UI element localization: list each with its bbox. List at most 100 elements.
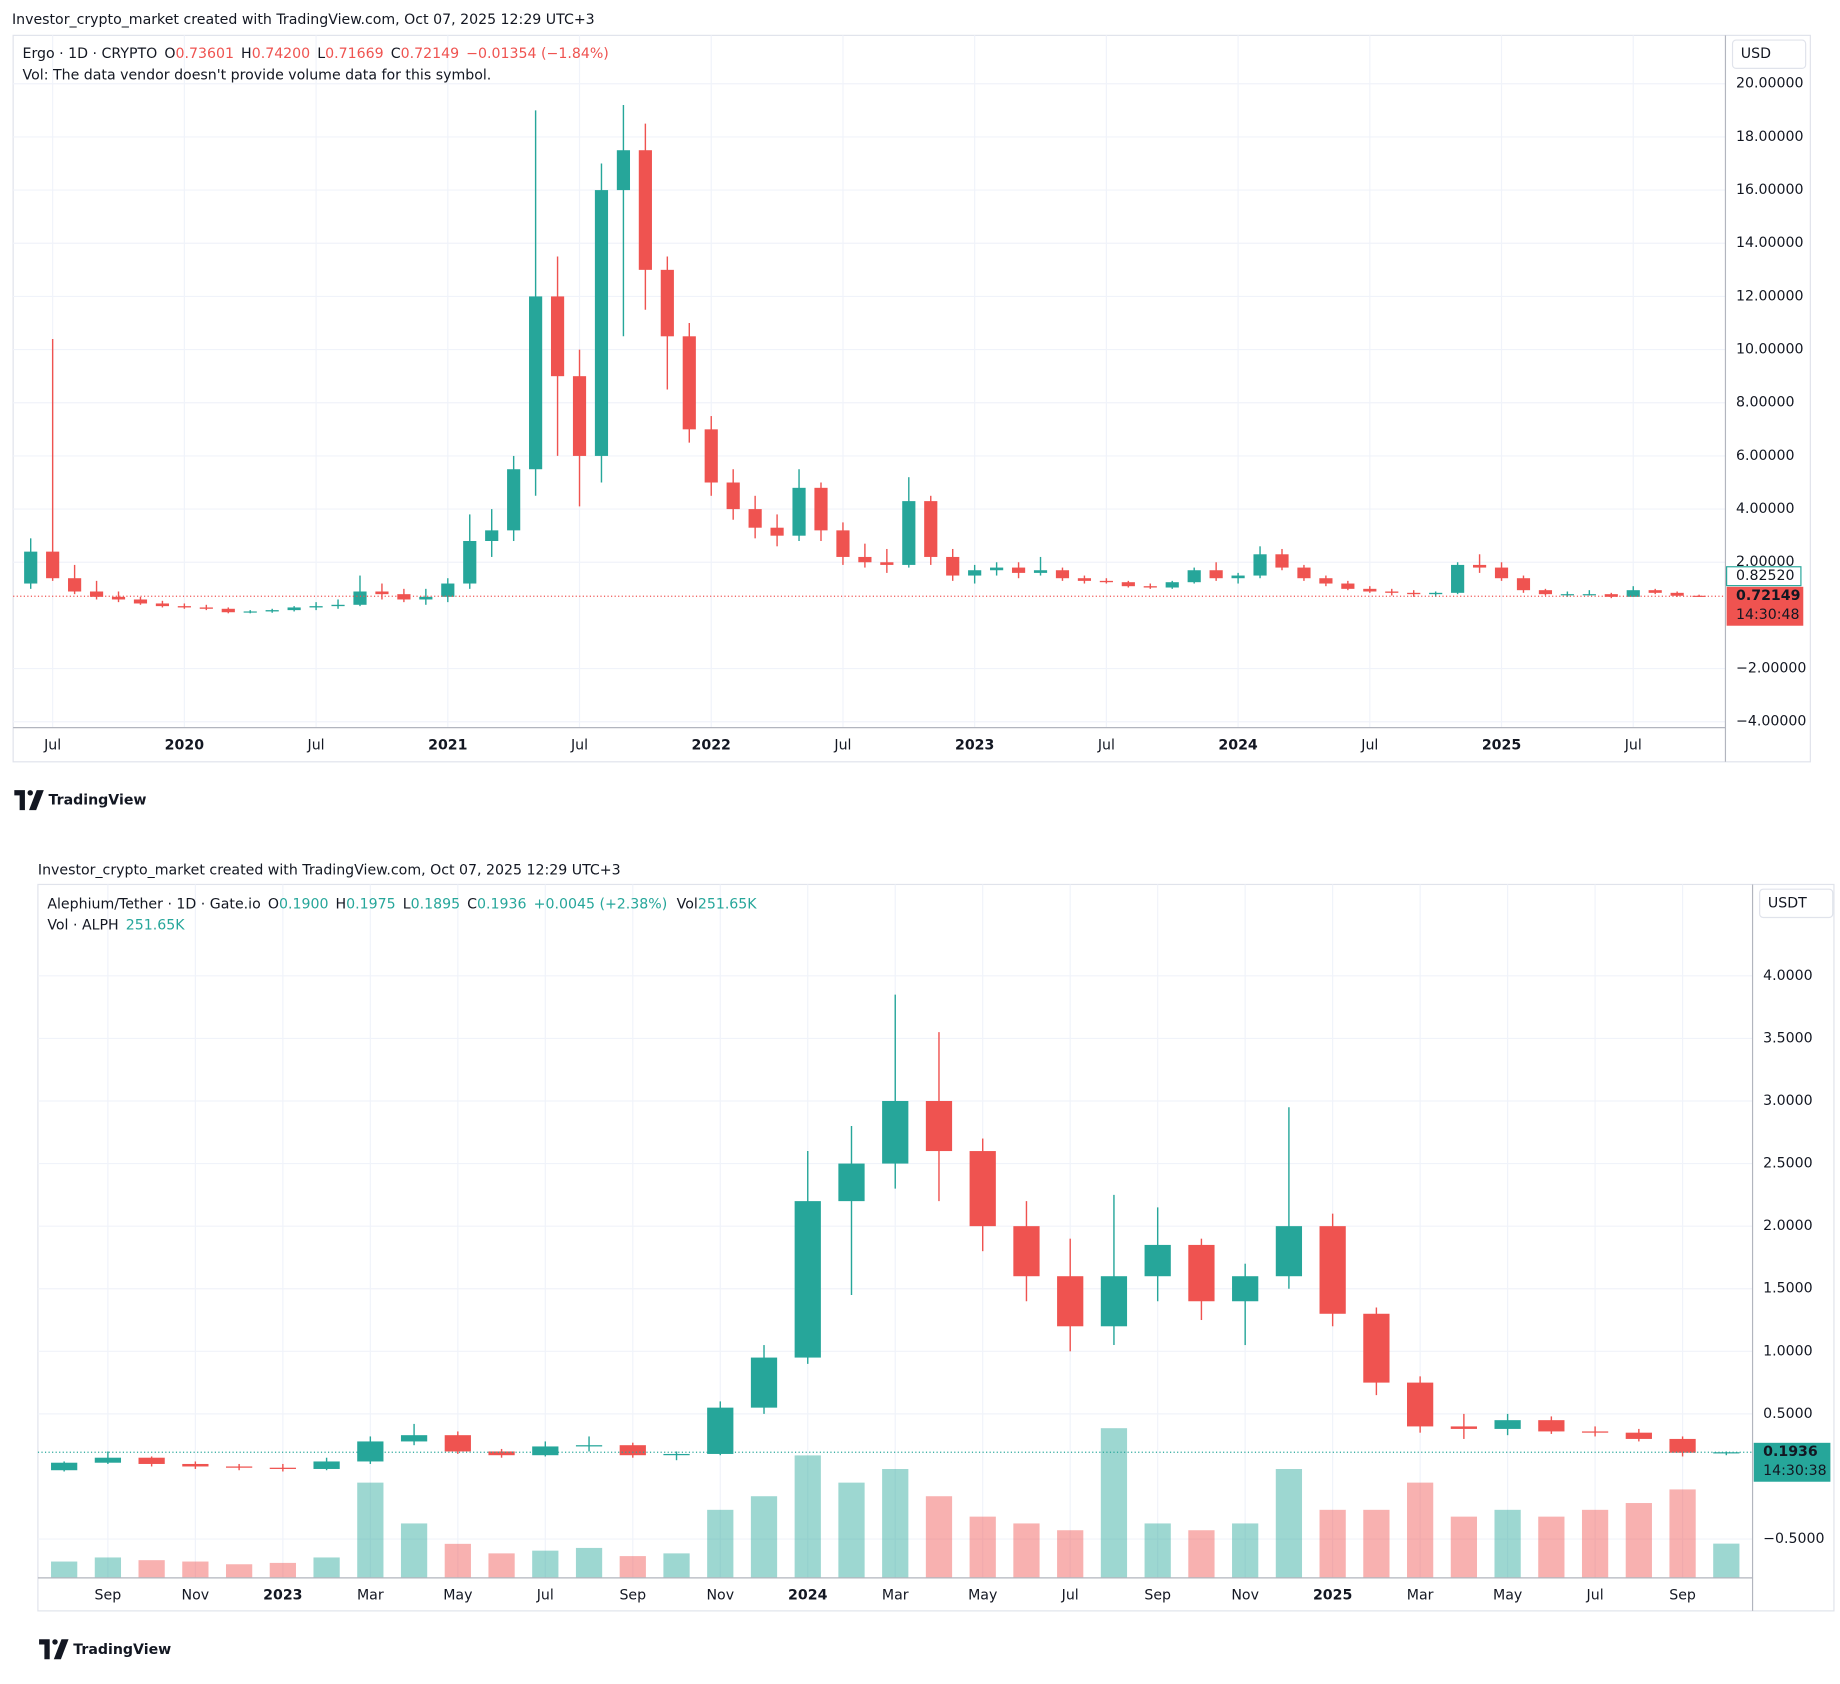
y-tick-label: 16.00000	[1736, 182, 1803, 198]
logo-dot	[27, 790, 33, 796]
candle-body	[243, 611, 257, 613]
volume-bar	[94, 1557, 122, 1578]
candle-body	[1275, 554, 1289, 568]
volume-bar	[838, 1482, 865, 1578]
x-tick-label: Jul	[43, 737, 61, 753]
candle-body	[94, 1457, 122, 1463]
x-tick-label: Mar	[882, 1588, 909, 1604]
last-price-box	[1726, 586, 1804, 626]
volume-bar	[1363, 1509, 1390, 1578]
x-tick-label: 2021	[428, 737, 467, 753]
candle-body	[419, 596, 433, 600]
candle-body	[1516, 578, 1531, 591]
last-price-label: 0.1936	[1763, 1444, 1818, 1460]
candle-body	[397, 594, 411, 600]
candle-body	[1013, 1226, 1040, 1277]
logo-text: TradingView	[49, 793, 147, 809]
volume-bar	[750, 1496, 778, 1578]
volume-bar	[1144, 1523, 1171, 1578]
quote-value: 0.71669	[325, 46, 383, 62]
candle-body	[858, 556, 872, 563]
x-tick-label: May	[443, 1588, 472, 1604]
y-tick-label: 3.5000	[1763, 1030, 1812, 1046]
legend: Alephium/Tether · 1D · Gate.io O0.1900 H0.…	[47, 897, 757, 913]
volume-bar	[269, 1562, 296, 1578]
volume-legend-label: Vol: The data vendor doesn't provide vol…	[23, 67, 492, 83]
quote-value: 0.1975	[346, 897, 395, 913]
candle-body	[1692, 595, 1706, 597]
candle-body	[946, 556, 960, 576]
x-tick-label: Jul	[570, 737, 588, 753]
x-tick-label: 2025	[1313, 1588, 1352, 1604]
x-tick-label: 2024	[1218, 737, 1258, 753]
y-tick-label: 10.00000	[1736, 342, 1803, 358]
quote-label: L	[403, 897, 411, 913]
candle-body	[682, 336, 696, 430]
candle-body	[1713, 1452, 1740, 1454]
quote-change: −0.01354 (−1.84%)	[466, 46, 609, 62]
volume-bar	[182, 1561, 209, 1578]
x-tick-label: Jul	[1360, 737, 1378, 753]
candle-body	[1472, 564, 1487, 568]
y-tick-label: 4.00000	[1736, 501, 1794, 517]
quote-label: C	[467, 897, 477, 913]
volume-bar	[1713, 1543, 1740, 1578]
x-tick-label: Jul	[833, 737, 851, 753]
candle-body	[265, 610, 279, 612]
candle-body	[532, 1446, 559, 1456]
chart-frame	[37, 883, 1835, 1612]
quote-volume-label: Vol	[677, 897, 698, 913]
candle-body	[133, 599, 148, 604]
volume-bar	[488, 1553, 515, 1578]
legend-symbol: Ergo · 1D · CRYPTO	[23, 46, 158, 62]
candle-body	[155, 603, 170, 607]
candle-body	[441, 583, 455, 597]
candle-body	[619, 1445, 646, 1456]
volume-bar	[51, 1561, 78, 1578]
candle-body	[1253, 554, 1267, 576]
logo-v	[29, 790, 44, 811]
y-tick-label: 0.5000	[1763, 1406, 1812, 1422]
candle-body	[794, 1201, 821, 1358]
volume-bar	[1319, 1509, 1346, 1578]
logo-t	[39, 1639, 50, 1660]
candle-body	[1407, 592, 1421, 595]
last-price-label: 0.72149	[1736, 588, 1800, 604]
volume-bar	[969, 1516, 996, 1578]
y-tick-label: 3.0000	[1763, 1093, 1812, 1109]
candle-body	[182, 1463, 209, 1467]
candle-body	[357, 1441, 384, 1462]
volume-bar	[1538, 1516, 1565, 1578]
candle-body	[726, 482, 740, 510]
volume-legend-label: Vol · ALPH	[47, 918, 118, 934]
volume-bar	[925, 1496, 953, 1578]
candle-body	[46, 551, 60, 579]
x-tick-label: Jul	[307, 737, 325, 753]
candle-body	[1604, 594, 1618, 597]
candle-body	[1363, 1313, 1390, 1383]
candle-body	[1648, 590, 1662, 593]
candle-body	[177, 606, 191, 608]
quote-value: 0.72149	[401, 46, 459, 62]
candle-body	[1121, 582, 1135, 587]
candle-body	[1560, 594, 1574, 596]
candle-body	[1407, 1382, 1434, 1427]
volume-legend: Vol: The data vendor doesn't provide vol…	[23, 67, 492, 83]
x-tick-label: Nov	[706, 1588, 734, 1604]
volume-bar	[225, 1564, 253, 1578]
quote-value: 0.73601	[176, 46, 234, 62]
candle-body	[572, 376, 587, 456]
candle-body	[990, 567, 1004, 571]
volume-bar	[313, 1557, 340, 1578]
logo-icon	[14, 790, 44, 811]
quote-value: 0.1900	[279, 897, 328, 913]
candle-body	[792, 487, 806, 536]
volume-bar	[1013, 1523, 1040, 1578]
candle-body	[750, 1357, 778, 1408]
candle-body	[882, 1100, 909, 1164]
volume-bar	[1494, 1509, 1521, 1578]
candle-body	[1143, 586, 1157, 588]
candle-body	[287, 607, 301, 611]
y-tick-label: 18.00000	[1736, 129, 1803, 145]
